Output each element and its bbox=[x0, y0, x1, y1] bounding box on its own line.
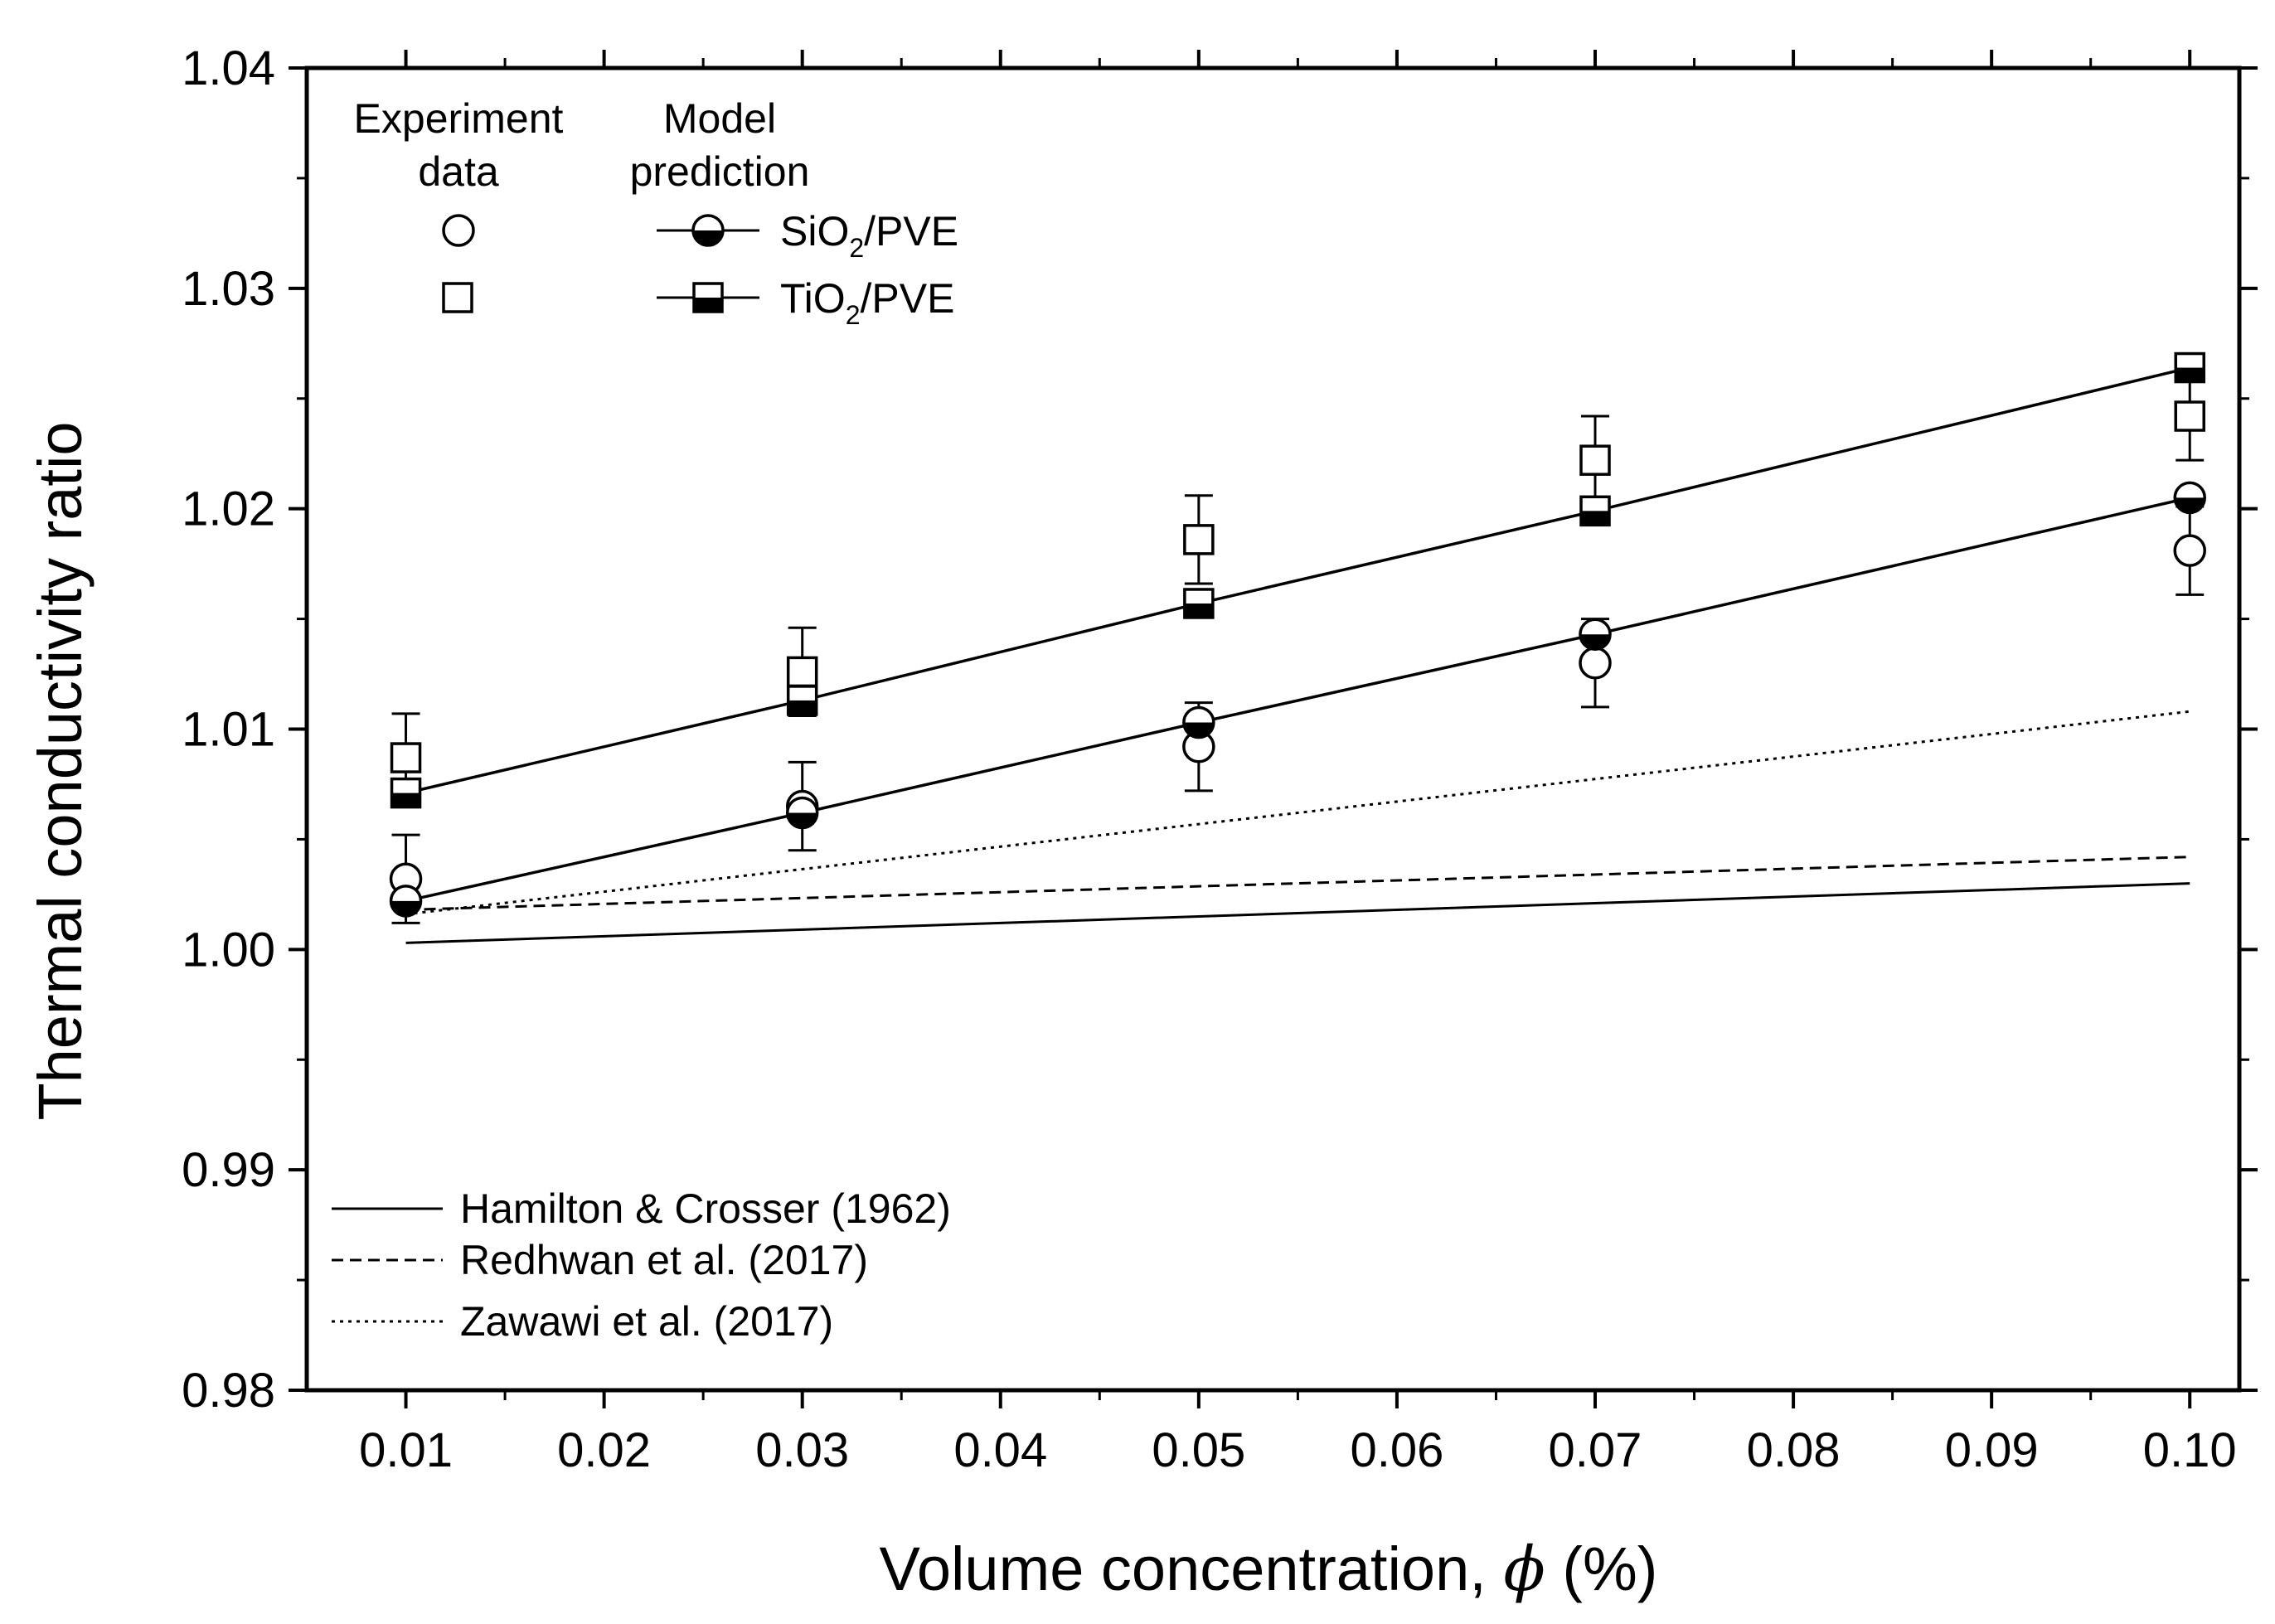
x-tick-label: 0.05 bbox=[1152, 1423, 1245, 1477]
y-tick-label: 1.04 bbox=[182, 41, 275, 95]
model-point-sio2 bbox=[2173, 481, 2206, 515]
model-fit-lines bbox=[405, 366, 2190, 903]
legend-tio2-sub: 2 bbox=[846, 300, 861, 330]
experiment-point-tio2 bbox=[1579, 444, 1611, 476]
legend-bottom: Hamilton & Crosser (1962) Redhwan et al.… bbox=[332, 1185, 951, 1345]
y-tick-label: 0.99 bbox=[182, 1143, 275, 1197]
x-tick-label: 0.07 bbox=[1549, 1423, 1642, 1477]
legend-sio2-label: SiO2/PVE bbox=[780, 208, 958, 263]
legend-tio2-base: TiO bbox=[780, 275, 846, 322]
model-line-1 bbox=[405, 496, 2190, 903]
experiment-point-tio2 bbox=[2174, 400, 2205, 432]
model-point-tio2 bbox=[390, 777, 422, 809]
legend-experiment-header: Experiment bbox=[354, 95, 564, 142]
x-axis-title-text: Volume concentration, bbox=[880, 1534, 1504, 1603]
model-point-sio2 bbox=[785, 796, 819, 830]
x-tick-label: 0.04 bbox=[953, 1423, 1047, 1477]
axis-tick-labels: 0.01 0.02 0.03 0.04 0.05 0.06 0.07 0.08 0.09 0.10… bbox=[182, 41, 2237, 1477]
legend-sio2-experiment-marker bbox=[442, 214, 475, 247]
x-axis-title: Volume concentration, ϕ (%) bbox=[880, 1534, 1658, 1605]
experiment-point-tio2 bbox=[786, 656, 818, 688]
reference-line-2 bbox=[405, 856, 2190, 911]
legend-sio2-base: SiO bbox=[780, 208, 849, 255]
x-tick-label: 0.10 bbox=[2143, 1423, 2237, 1477]
model-point-sio2 bbox=[389, 885, 423, 918]
legend-tio2-rest: /PVE bbox=[860, 275, 954, 322]
x-tick-label: 0.06 bbox=[1350, 1423, 1443, 1477]
legend-sio2-rest: /PVE bbox=[864, 208, 958, 255]
legend-half-square bbox=[692, 282, 724, 313]
legend-tio2-experiment-marker bbox=[442, 282, 473, 313]
model-point-sio2 bbox=[1182, 705, 1215, 739]
y-tick-label: 0.98 bbox=[182, 1364, 275, 1418]
x-axis-title-phi: ϕ bbox=[1503, 1534, 1545, 1605]
reference-lines bbox=[405, 710, 2190, 944]
legend-model-header-2: prediction bbox=[630, 148, 810, 195]
experiment-point-sio2 bbox=[2173, 534, 2206, 567]
reference-line-3 bbox=[405, 710, 2190, 916]
y-tick-label: 1.01 bbox=[182, 703, 275, 757]
axis-ticks bbox=[289, 50, 2258, 1408]
legend-sio2-model-marker bbox=[691, 214, 725, 247]
x-tick-label: 0.08 bbox=[1747, 1423, 1841, 1477]
x-tick-label: 0.03 bbox=[755, 1423, 849, 1477]
y-tick-label: 1.02 bbox=[182, 482, 275, 536]
reference-line-1 bbox=[405, 882, 2190, 944]
legend-top: Experiment data Model prediction SiO2/PV… bbox=[354, 95, 959, 330]
model-point-tio2 bbox=[1183, 588, 1215, 619]
x-tick-label: 0.01 bbox=[359, 1423, 453, 1477]
experiment-point-sio2 bbox=[1579, 647, 1612, 680]
error-bars bbox=[391, 371, 2205, 924]
legend-experiment-header-2: data bbox=[418, 148, 499, 195]
y-axis-title: Thermal conductivity ratio bbox=[26, 421, 95, 1120]
legend-zawawi-label: Zawawi et al. (2017) bbox=[460, 1298, 833, 1345]
y-tick-label: 1.03 bbox=[182, 262, 275, 316]
data-markers bbox=[389, 351, 2206, 918]
experiment-point-tio2 bbox=[390, 742, 422, 773]
legend-redhwan-label: Redhwan et al. (2017) bbox=[460, 1237, 868, 1283]
legend-model-header: Model bbox=[663, 95, 776, 142]
legend-sio2-sub: 2 bbox=[849, 233, 864, 263]
x-tick-label: 0.02 bbox=[557, 1423, 651, 1477]
model-point-tio2 bbox=[786, 685, 818, 716]
legend-half-circle bbox=[691, 214, 725, 247]
experiment-point-tio2 bbox=[1183, 524, 1215, 555]
x-axis-title-unit: (%) bbox=[1545, 1534, 1658, 1603]
legend-tio2-model-marker bbox=[692, 282, 724, 313]
model-point-tio2 bbox=[2174, 351, 2205, 384]
legend-tio2-label: TiO2/PVE bbox=[780, 275, 954, 330]
legend-hamilton-label: Hamilton & Crosser (1962) bbox=[460, 1185, 951, 1232]
model-point-tio2 bbox=[1579, 495, 1611, 527]
model-point-sio2 bbox=[1579, 618, 1612, 651]
y-tick-label: 1.00 bbox=[182, 923, 275, 977]
x-tick-label: 0.09 bbox=[1945, 1423, 2039, 1477]
model-line-2 bbox=[405, 366, 2190, 795]
